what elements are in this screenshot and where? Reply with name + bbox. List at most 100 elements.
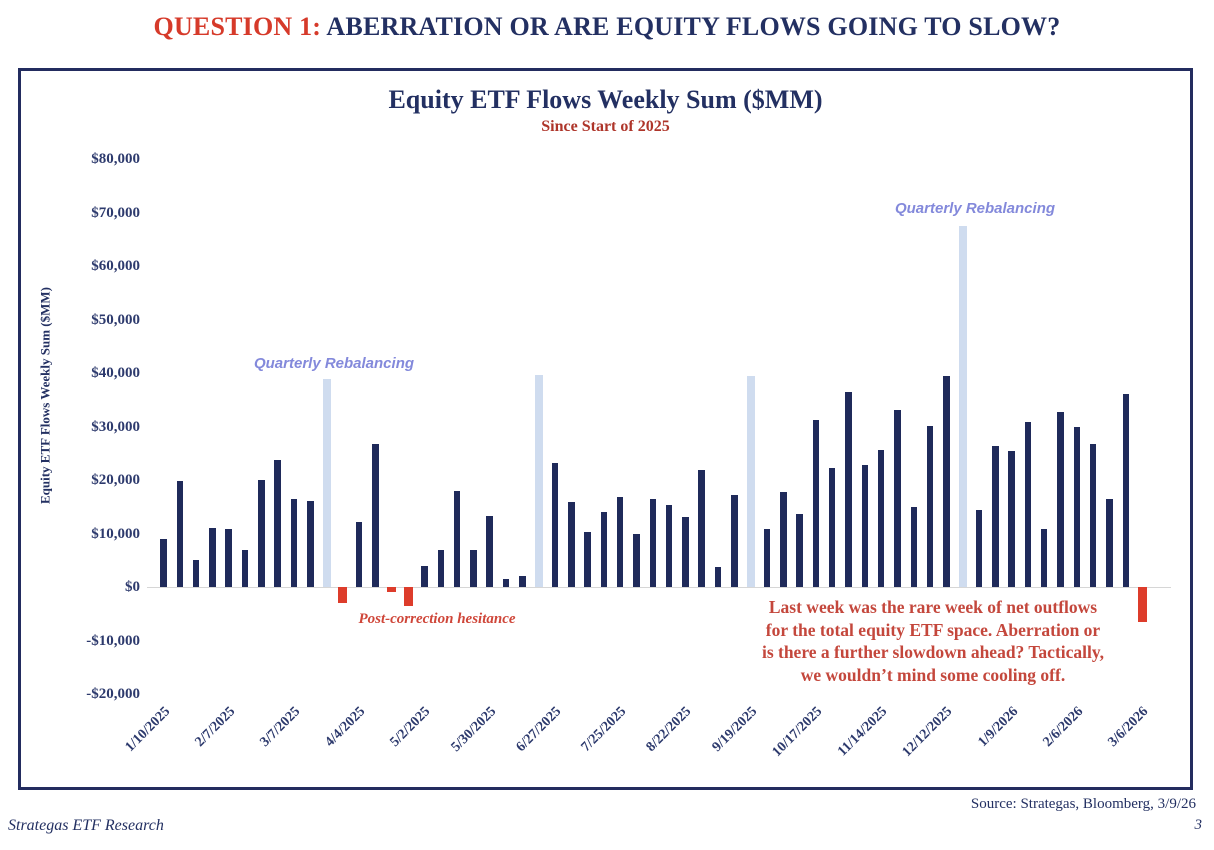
annotation-quarterly-rebalancing-1: Quarterly Rebalancing: [253, 355, 415, 372]
bar-week: [258, 480, 265, 587]
bar-week: [551, 463, 559, 587]
bar-week: [355, 522, 363, 587]
page-title: QUESTION 1: ABERRATION OR ARE EQUITY FLO…: [0, 12, 1214, 42]
y-tick-label: $20,000: [91, 472, 140, 488]
x-tick-label: 5/30/2025: [448, 704, 499, 755]
bar-week: [992, 446, 999, 587]
y-tick-label: $0: [125, 579, 140, 595]
bar-outflow-week: [403, 587, 413, 607]
bar-week: [1008, 451, 1015, 587]
bar-week: [421, 566, 428, 587]
bar-week: [796, 514, 803, 587]
x-tick-label: 1/9/2026: [975, 704, 1021, 751]
bar-week: [584, 532, 591, 587]
x-tick-label: 4/4/2025: [322, 704, 369, 751]
bar-week: [943, 376, 950, 587]
chart-title: Equity ETF Flows Weekly Sum ($MM): [388, 85, 823, 114]
bar-week: [192, 560, 200, 587]
bar-week: [209, 528, 216, 587]
x-tick-label: 3/7/2025: [257, 704, 304, 751]
x-tick-label: 11/14/2025: [835, 704, 891, 760]
bar-week: [502, 578, 510, 587]
y-tick-label: $10,000: [91, 525, 140, 542]
y-tick-label: -$20,000: [86, 686, 140, 702]
bar-week: [241, 549, 249, 587]
bar-week: [698, 470, 705, 587]
bar-week: [290, 499, 298, 587]
bar-week: [519, 576, 526, 587]
bar-week: [1106, 499, 1113, 587]
x-tick-label: 9/19/2025: [709, 704, 760, 755]
bar-week: [437, 549, 445, 587]
bar-week: [1089, 444, 1097, 587]
annotation-quarterly-rebalancing-2: Quarterly Rebalancing: [894, 200, 1056, 217]
zero-axis-line: [147, 587, 1171, 588]
annotation-outflow-note-line: Last week was the rare week of net outfl…: [768, 597, 1098, 617]
x-tick-label: 8/22/2025: [643, 704, 695, 755]
bar-week: [486, 516, 493, 587]
bar-rebalancing-week: [534, 374, 543, 587]
x-tick-label: 2/7/2025: [192, 704, 239, 751]
chart-frame: Equity ETF Flows Weekly Sum ($MM) Since …: [18, 68, 1193, 790]
y-tick-label: $60,000: [91, 258, 140, 274]
source-note: Source: Strategas, Bloomberg, 3/9/26: [970, 796, 1196, 812]
bar-week: [926, 425, 934, 587]
y-tick-label: -$10,000: [86, 632, 140, 649]
x-tick-label: 2/6/2026: [1040, 704, 1087, 751]
bar-week: [812, 419, 820, 587]
x-tick-label: 12/12/2025: [899, 704, 956, 760]
x-tick-label: 5/2/2025: [387, 704, 434, 751]
bar-week: [372, 443, 379, 587]
bar-week: [600, 512, 608, 587]
bar-outflow-week: [1137, 587, 1147, 623]
bar-week: [828, 468, 836, 587]
y-tick-label: $40,000: [91, 365, 140, 381]
bar-week: [1040, 528, 1048, 587]
bar-week: [665, 505, 673, 587]
bar-rebalancing-week: [322, 379, 331, 587]
bar-week: [616, 496, 624, 587]
y-tick-label: $70,000: [91, 204, 140, 221]
bar-week: [307, 500, 314, 587]
bar-outflow-week: [387, 587, 397, 593]
footer-brand: Strategas ETF Research: [8, 817, 164, 834]
bar-rebalancing-week: [746, 375, 755, 587]
y-tick-label: $30,000: [91, 418, 140, 435]
x-tick-label: 10/17/2025: [769, 704, 826, 760]
x-tick-label: 3/6/2026: [1105, 704, 1152, 751]
bar-week: [568, 502, 575, 587]
bar-week: [176, 481, 184, 587]
bar-week: [682, 517, 689, 587]
page-title-question: QUESTION 1:: [153, 12, 322, 41]
annotation-outflow-note-line: is there a further slowdown ahead? Tacti…: [761, 642, 1105, 662]
bar-week: [1122, 394, 1130, 587]
y-tick-label: $80,000: [91, 151, 140, 167]
chart-subtitle: Since Start of 2025: [541, 118, 670, 135]
bar-week: [470, 549, 477, 587]
x-tick-label: 6/27/2025: [513, 704, 565, 755]
x-tick-label: 1/10/2025: [122, 704, 173, 755]
annotation-outflow-note: Last week was the rare week of net outfl…: [708, 596, 1158, 686]
bar-week: [877, 449, 885, 587]
bar-week: [1073, 427, 1081, 587]
bar-week: [780, 492, 787, 587]
bar-week: [894, 409, 901, 587]
y-axis-title: Equity ETF Flows Weekly Sum ($MM): [37, 286, 53, 505]
page-number: 3: [1194, 817, 1203, 833]
bar-outflow-week: [338, 587, 348, 604]
x-tick-label: 7/25/2025: [578, 704, 630, 755]
bar-week: [975, 510, 983, 587]
bar-week: [845, 391, 852, 587]
bar-week: [1024, 421, 1032, 587]
bar-week: [225, 528, 232, 587]
bar-week: [714, 567, 722, 587]
bar-week: [731, 494, 738, 587]
bar-week: [861, 465, 869, 587]
y-tick-label: $50,000: [91, 311, 140, 328]
bar-week: [160, 538, 167, 587]
bar-week: [763, 529, 771, 587]
annotation-outflow-note-line: for the total equity ETF space. Aberrati…: [765, 619, 1101, 640]
bar-week: [910, 506, 917, 587]
bar-week: [633, 534, 640, 587]
